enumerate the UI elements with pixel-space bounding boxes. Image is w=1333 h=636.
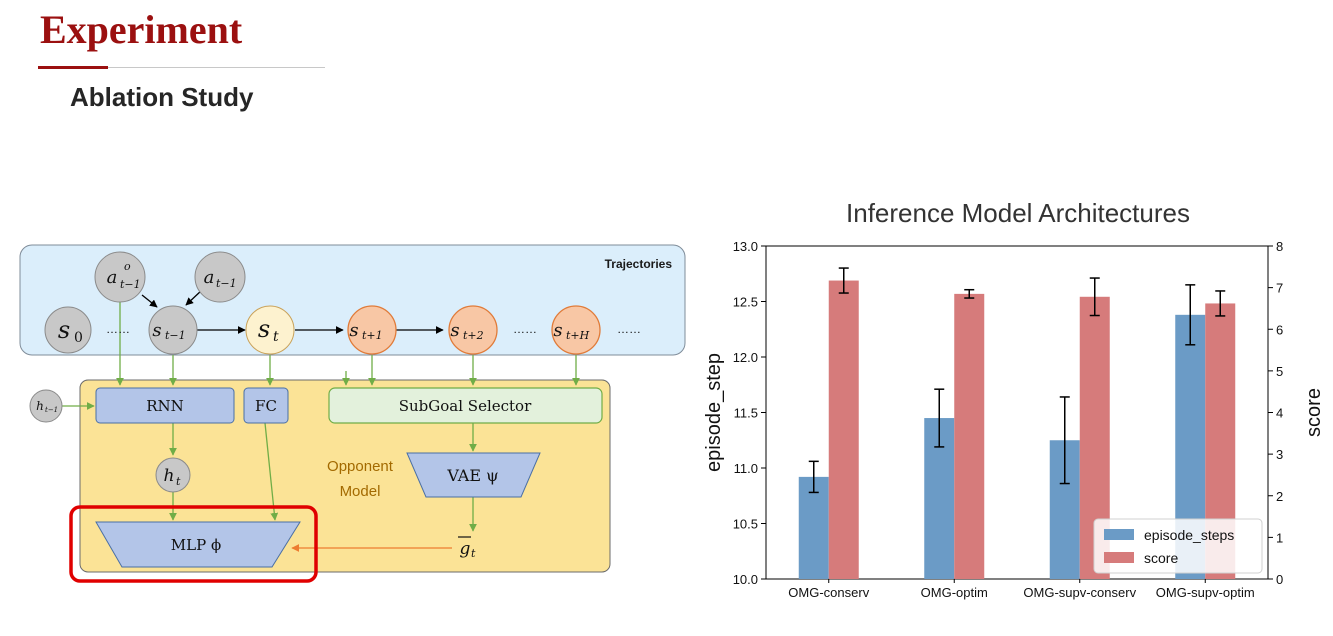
y2-tick-label: 1 — [1276, 530, 1283, 545]
svg-text:MLP ϕ: MLP ϕ — [171, 536, 221, 554]
svg-text:t+2: t+2 — [463, 329, 484, 342]
svg-text:t: t — [176, 475, 181, 488]
legend-label: episode_steps — [1144, 527, 1234, 543]
y-axis-label: episode_step — [703, 353, 725, 472]
opponent-model-label: Opponent — [327, 458, 394, 475]
node-s-horizon: s t+H — [551, 305, 601, 355]
fc-block: FC — [243, 387, 289, 424]
y2-tick-label: 3 — [1276, 447, 1283, 462]
vae-block: VAE ψ — [406, 452, 541, 498]
h-t-node: h t — [155, 457, 191, 493]
inference-bar-chart: Inference Model Architectures 10.010.511… — [703, 198, 1325, 600]
svg-text:s: s — [58, 316, 70, 344]
y2-tick-label: 8 — [1276, 239, 1283, 254]
svg-text:FC: FC — [255, 397, 277, 415]
opponent-model-label-2: Model — [340, 483, 381, 500]
node-a-prev: a t−1 — [194, 251, 246, 303]
svg-text:h: h — [164, 466, 175, 486]
dots-2: …… — [513, 322, 537, 336]
title-accent-rule — [38, 66, 108, 69]
legend-label: score — [1144, 550, 1178, 566]
svg-text:a: a — [204, 267, 215, 288]
architecture-diagram: Trajectories Opponent Model a o t−1 a t−… — [19, 244, 686, 583]
y-tick-label: 12.0 — [733, 350, 758, 365]
y2-tick-label: 5 — [1276, 364, 1283, 379]
h-prev-node: h t−1 — [29, 389, 63, 423]
mlp-highlight-box — [69, 505, 318, 583]
title-divider — [108, 67, 325, 68]
svg-text:t+H: t+H — [566, 329, 590, 342]
subgoal-selector-block: SubGoal Selector — [328, 387, 603, 424]
x-tick-label: OMG-optim — [921, 585, 988, 600]
node-s-next1: s t+1 — [347, 305, 397, 355]
legend-box — [1093, 518, 1263, 574]
y-tick-label: 11.5 — [734, 406, 758, 421]
y-tick-label: 11.0 — [734, 461, 758, 476]
slide-subtitle: Ablation Study — [70, 82, 254, 112]
node-s0: s 0 — [44, 306, 92, 354]
y2-tick-label: 0 — [1276, 572, 1283, 587]
svg-text:o: o — [124, 260, 131, 273]
svg-text:t+1: t+1 — [362, 329, 383, 342]
svg-text:h: h — [36, 399, 44, 413]
node-a-opponent: a o t−1 — [94, 251, 146, 303]
y2-tick-label: 7 — [1276, 281, 1283, 296]
svg-text:t−1: t−1 — [120, 278, 141, 291]
slide-title: Experiment — [40, 7, 243, 52]
y-tick-label: 10.5 — [733, 517, 758, 532]
y-tick-label: 13.0 — [733, 239, 758, 254]
svg-text:VAE ψ: VAE ψ — [446, 466, 498, 485]
bar-score — [828, 280, 859, 579]
y2-tick-label: 6 — [1276, 322, 1283, 337]
node-s-t: s t — [245, 305, 295, 355]
rnn-block: RNN — [95, 387, 235, 424]
svg-text:RNN: RNN — [146, 397, 184, 415]
dots-1: …… — [106, 322, 130, 336]
legend-swatch — [1104, 552, 1134, 563]
y2-axis-label: score — [1303, 388, 1325, 437]
trajectories-label: Trajectories — [605, 257, 673, 271]
svg-text:0: 0 — [74, 330, 83, 346]
node-s-prev: s t−1 — [148, 305, 198, 355]
y-tick-label: 10.0 — [733, 572, 758, 587]
y2-tick-label: 2 — [1276, 489, 1283, 504]
bar-episode_steps — [798, 476, 829, 579]
x-tick-label: OMG-conserv — [788, 585, 869, 600]
svg-text:s: s — [349, 320, 358, 341]
svg-text:t−1: t−1 — [165, 329, 186, 342]
svg-text:s: s — [152, 320, 161, 341]
svg-text:s: s — [258, 315, 270, 343]
legend-swatch — [1104, 529, 1134, 540]
svg-text:s: s — [553, 320, 562, 341]
x-tick-label: OMG-supv-optim — [1156, 585, 1255, 600]
y2-tick-label: 4 — [1276, 406, 1283, 421]
svg-text:g: g — [460, 539, 471, 559]
svg-text:a: a — [107, 267, 118, 288]
svg-text:t−1: t−1 — [45, 406, 58, 414]
svg-text:SubGoal Selector: SubGoal Selector — [399, 397, 532, 415]
g-bar-node: g t — [458, 536, 476, 560]
svg-text:t: t — [471, 547, 476, 560]
bar-score — [954, 293, 985, 579]
svg-text:t−1: t−1 — [216, 277, 237, 290]
chart-title: Inference Model Architectures — [846, 198, 1190, 228]
dots-3: …… — [617, 322, 641, 336]
y-tick-label: 12.5 — [733, 295, 758, 310]
mlp-block: MLP ϕ — [95, 521, 301, 568]
node-s-next2: s t+2 — [448, 305, 498, 355]
svg-text:s: s — [450, 320, 459, 341]
svg-text:t: t — [273, 329, 279, 345]
x-tick-label: OMG-supv-conserv — [1023, 585, 1136, 600]
